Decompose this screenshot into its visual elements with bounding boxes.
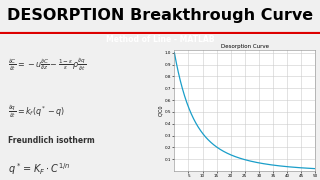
Text: DESORPTION Breakthrough Curve: DESORPTION Breakthrough Curve — [7, 8, 313, 23]
Y-axis label: C/C0: C/C0 — [158, 105, 163, 116]
Title: Desorption Curve: Desorption Curve — [221, 44, 269, 49]
Text: Method of Line - MATLAB: Method of Line - MATLAB — [106, 35, 214, 44]
Text: $\frac{\partial C}{\partial t} = -u\frac{\partial C}{\partial z} - \frac{1-\epsi: $\frac{\partial C}{\partial t} = -u\frac… — [9, 57, 87, 74]
Text: Freundlich isotherm: Freundlich isotherm — [9, 136, 95, 145]
Text: $\frac{\partial q}{\partial t} = k_f(q^* - q)$: $\frac{\partial q}{\partial t} = k_f(q^*… — [9, 103, 66, 121]
Text: $q^* = K_F \cdot C^{1/n}$: $q^* = K_F \cdot C^{1/n}$ — [9, 161, 71, 177]
